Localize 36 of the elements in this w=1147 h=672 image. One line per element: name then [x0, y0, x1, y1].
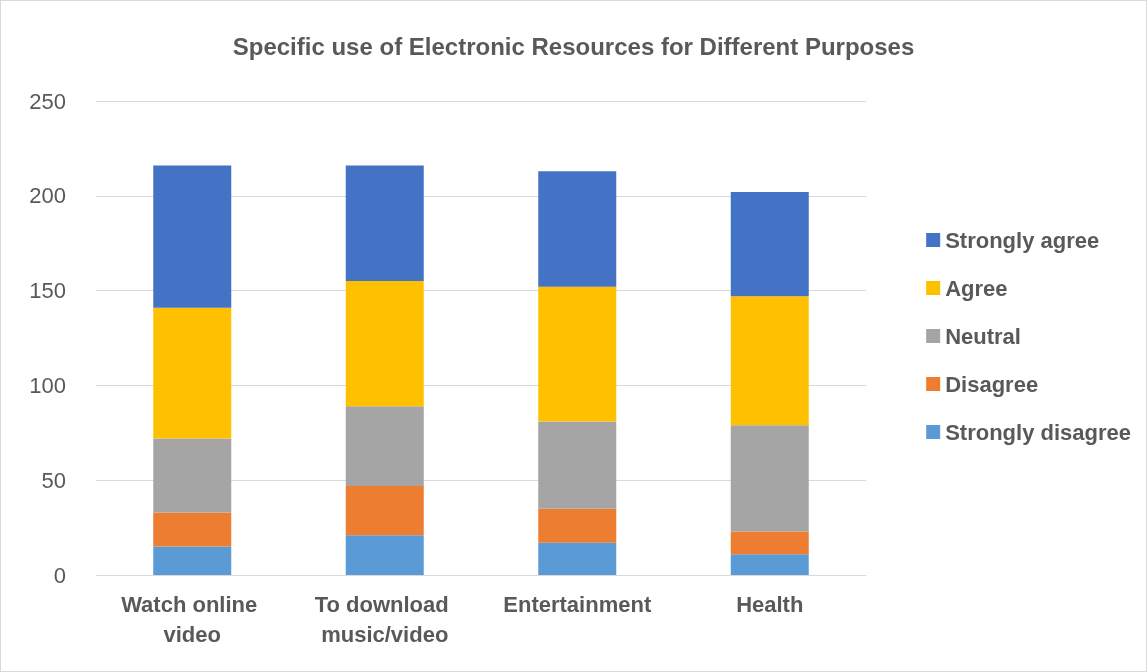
- bar: [153, 546, 232, 575]
- legend-label: Neutral: [945, 323, 1021, 349]
- bar: [345, 165, 424, 282]
- bar: [153, 512, 232, 547]
- bar: [538, 508, 617, 543]
- bar: [730, 531, 809, 555]
- bar: [730, 425, 809, 532]
- y-tick-label: 100: [29, 372, 66, 398]
- bar: [345, 406, 424, 486]
- y-tick-label: 0: [53, 562, 66, 588]
- legend-label: Disagree: [945, 371, 1039, 397]
- bar: [345, 281, 424, 407]
- legend-label: Agree: [945, 275, 1008, 301]
- x-tick-label: Health: [736, 591, 804, 617]
- bar: [153, 165, 232, 308]
- chart-title: Specific use of Electronic Resources for Different Purposes: [232, 32, 915, 60]
- bar: [345, 485, 424, 536]
- bar: [538, 542, 617, 575]
- bar: [538, 421, 617, 509]
- bar: [730, 554, 809, 575]
- bar: [538, 286, 617, 422]
- y-tick-label: 200: [29, 183, 66, 209]
- bar: [730, 192, 809, 297]
- y-tick-label: 50: [41, 467, 66, 493]
- y-tick-label: 250: [29, 88, 66, 114]
- bar: [730, 296, 809, 426]
- y-tick-label: 150: [29, 278, 66, 304]
- legend-label: Strongly agree: [945, 227, 1100, 253]
- x-tick-label: Watch online video: [121, 591, 264, 647]
- x-tick-label: Entertainment: [503, 591, 652, 617]
- bar: [538, 171, 617, 287]
- x-tick-label: To download music/video: [314, 591, 455, 647]
- bar: [153, 438, 232, 513]
- legend-label: Strongly disagree: [945, 419, 1132, 445]
- bar: [153, 307, 232, 439]
- bar: [345, 535, 424, 575]
